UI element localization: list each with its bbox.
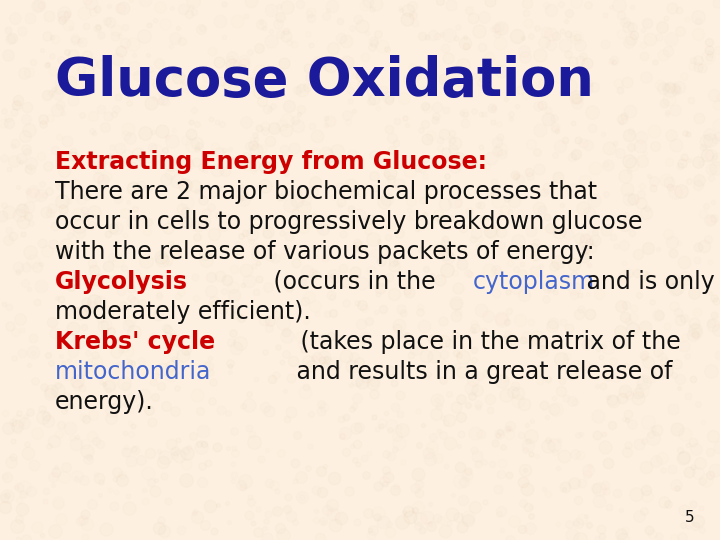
Text: moderately efficient).: moderately efficient). <box>55 300 311 324</box>
Text: and results in a great release of: and results in a great release of <box>289 360 672 384</box>
Text: Extracting Energy from Glucose:: Extracting Energy from Glucose: <box>55 150 487 174</box>
Text: Glucose Oxidation: Glucose Oxidation <box>55 55 594 107</box>
Text: (occurs in the: (occurs in the <box>266 270 443 294</box>
Text: energy).: energy). <box>55 390 154 414</box>
Text: cytoplasm: cytoplasm <box>473 270 595 294</box>
Text: Krebs' cycle: Krebs' cycle <box>55 330 215 354</box>
Text: occur in cells to progressively breakdown glucose: occur in cells to progressively breakdow… <box>55 210 642 234</box>
Text: Glycolysis: Glycolysis <box>55 270 188 294</box>
Text: with the release of various packets of energy:: with the release of various packets of e… <box>55 240 595 264</box>
Text: mitochondria: mitochondria <box>55 360 212 384</box>
Text: 5: 5 <box>685 510 695 525</box>
Text: and is only: and is only <box>579 270 714 294</box>
Text: There are 2 major biochemical processes that: There are 2 major biochemical processes … <box>55 180 597 204</box>
Text: (takes place in the matrix of the: (takes place in the matrix of the <box>293 330 680 354</box>
